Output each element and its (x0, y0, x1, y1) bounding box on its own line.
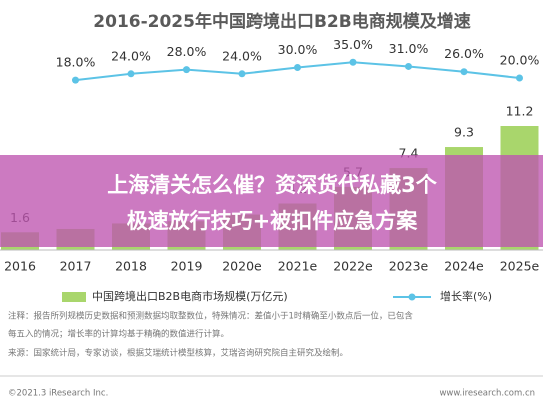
overlay-banner (0, 155, 543, 247)
line-marker (349, 58, 357, 66)
x-tick-label: 2022e (333, 259, 373, 274)
overlay-text: 上海清关怎么催？资深货代私藏3个 (107, 173, 438, 197)
data-label: 9.3 (454, 125, 474, 140)
footnote: 来源：国家统计局，专家访谈，根据艾瑞统计模型核算，艾瑞咨询研究院自主研究及绘制。 (8, 348, 348, 359)
x-tick-label: 2024e (444, 259, 484, 274)
data-label: 35.0% (333, 37, 373, 52)
x-tick-label: 2025e (500, 259, 540, 274)
x-tick-label: 2023e (389, 259, 429, 274)
x-tick-label: 2017 (60, 259, 92, 274)
data-label: 24.0% (222, 48, 262, 63)
legend-label: 中国跨境出口B2B电商市场规模(万亿元) (92, 289, 288, 303)
footnote: 注释：报告所列规模历史数据和预测数据均取整数位，特殊情况：差值小于1时精确至小数… (8, 311, 413, 322)
legend-swatch (62, 292, 86, 302)
line-marker (460, 68, 468, 76)
x-tick-label: 2019 (171, 259, 203, 274)
website: www.iresearch.com.cn (439, 389, 535, 399)
copyright: ©2021.3 iResearch Inc. (8, 389, 108, 399)
data-label: 26.0% (444, 46, 484, 61)
data-label: 20.0% (500, 53, 540, 68)
data-label: 28.0% (167, 44, 207, 59)
legend: 中国跨境出口B2B电商市场规模(万亿元) 增长率(%) (62, 289, 492, 303)
data-label: 11.2 (506, 104, 534, 119)
line-marker (72, 76, 79, 84)
data-label: 31.0% (389, 41, 429, 56)
chart-title: 2016-2025年中国跨境出口B2B电商规模及增速 (93, 11, 470, 32)
legend-marker (408, 293, 416, 301)
line-marker (294, 64, 301, 71)
line-marker (127, 70, 135, 78)
overlay-text: 极速放行技巧+被扣件应急方案 (127, 209, 419, 233)
data-label: 30.0% (278, 42, 318, 57)
data-label: 18.0% (56, 55, 96, 70)
line-marker (183, 66, 190, 74)
data-label: 24.0% (111, 48, 151, 63)
x-tick-label: 2021e (278, 259, 318, 274)
legend-label: 增长率(%) (440, 289, 492, 303)
line-marker (516, 74, 523, 82)
line-marker (238, 70, 246, 78)
x-tick-label: 2018 (115, 259, 147, 274)
line-marker (405, 62, 412, 70)
x-tick-label: 2016 (4, 259, 36, 274)
footnote: 每五入的情况；增长率的计算均基于精确的数值进行计算。 (8, 329, 229, 340)
x-tick-label: 2020e (222, 259, 262, 274)
